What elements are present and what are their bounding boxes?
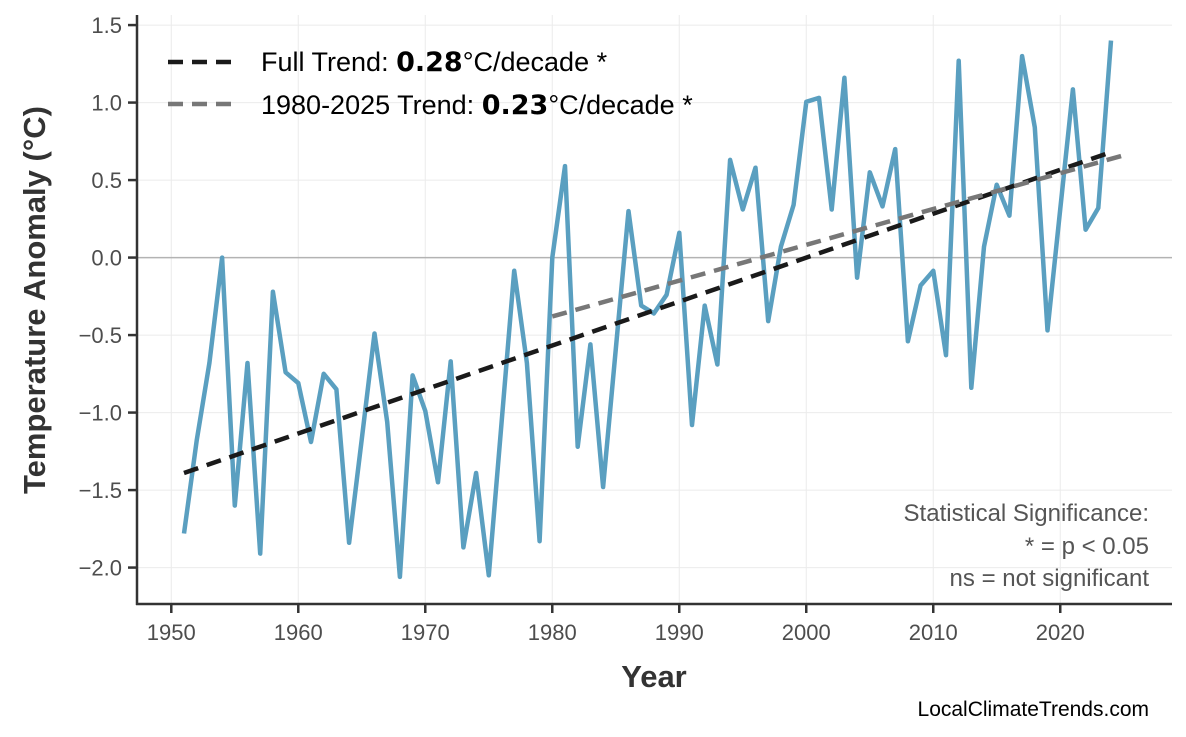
anomaly-series <box>181 40 1114 580</box>
x-tick-label: 1970 <box>401 620 450 645</box>
x-axis-title: Year <box>621 659 687 694</box>
legend: Full Trend: 0.28°C/decade * 1980-2025 Tr… <box>168 47 693 121</box>
x-tick-label: 2000 <box>782 620 831 645</box>
axes: 1950 1960 1970 1980 1990 2000 2010 2020 1.5 1.0 0.… <box>79 13 1172 645</box>
trend-lines <box>183 150 1125 476</box>
anomaly-line <box>181 40 1114 580</box>
x-tick-label: 2010 <box>909 620 958 645</box>
significance-note-star: * = p < 0.05 <box>1025 533 1149 560</box>
y-tick-label: 1.0 <box>91 91 122 116</box>
significance-note-title: Statistical Significance: <box>904 500 1149 527</box>
full-trend-line <box>183 150 1112 476</box>
y-tick-label: −0.5 <box>79 323 122 348</box>
y-tick-label: 1.5 <box>91 13 122 38</box>
x-tick-label: 1990 <box>655 620 704 645</box>
x-tick-label: 1950 <box>147 620 196 645</box>
y-tick-label: −2.0 <box>79 556 122 581</box>
recent-trend-line <box>551 153 1125 319</box>
y-tick-label: −1.5 <box>79 478 122 503</box>
site-credit: LocalClimateTrends.com <box>918 698 1149 721</box>
y-tick-label: 0.5 <box>91 168 122 193</box>
significance-note: Statistical Significance: * = p < 0.05 n… <box>904 500 1150 592</box>
y-axis-title: Temperature Anomaly (°C) <box>17 106 52 494</box>
x-tick-label: 1980 <box>528 620 577 645</box>
significance-note-ns: ns = not significant <box>950 565 1150 592</box>
x-tick-label: 1960 <box>274 620 323 645</box>
y-tick-label: 0.0 <box>91 246 122 271</box>
legend-label-full-trend: Full Trend: 0.28°C/decade * <box>261 47 608 78</box>
legend-label-recent-trend: 1980-2025 Trend: 0.23°C/decade * <box>261 90 693 121</box>
x-tick-label: 2020 <box>1036 620 1085 645</box>
y-tick-label: −1.0 <box>79 401 122 426</box>
